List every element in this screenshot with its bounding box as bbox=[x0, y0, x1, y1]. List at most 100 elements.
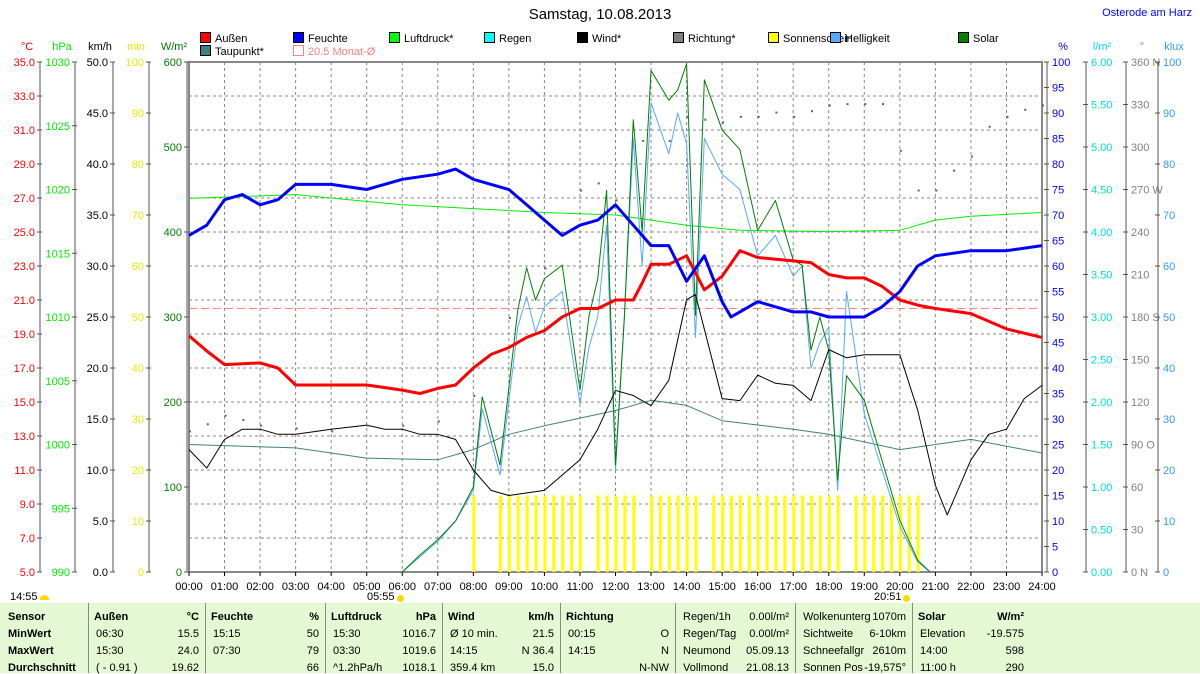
legend-item: Wind* bbox=[577, 32, 621, 45]
legend-label: Solar bbox=[973, 33, 999, 45]
axis-tick-rain: 4.00 bbox=[1091, 227, 1112, 239]
sunshine-bar bbox=[756, 495, 760, 572]
axis-unit-rain: l/m² bbox=[1093, 41, 1112, 53]
table-cell: hPa bbox=[415, 611, 436, 623]
axis-tick-min: 70 bbox=[132, 210, 144, 222]
axis-tick-dir: 120 bbox=[1131, 397, 1149, 409]
axis-tick-hum: 20 bbox=[1052, 465, 1064, 477]
axis-tick-rain: 5.00 bbox=[1091, 142, 1112, 154]
x-tick-label: 03:00 bbox=[282, 581, 310, 593]
wind-direction-point bbox=[402, 424, 405, 427]
sunshine-bar bbox=[561, 495, 565, 572]
axis-tick-temp: 27.0 bbox=[14, 193, 35, 205]
wind-direction-point bbox=[686, 115, 689, 118]
axis-tick-klux: 90 bbox=[1163, 108, 1175, 120]
axis-tick-temp: 5.0 bbox=[20, 567, 35, 579]
x-tick-label: 04:00 bbox=[317, 581, 345, 593]
x-tick-label: 24:00 bbox=[1028, 581, 1056, 593]
axis-tick-dir: 180 S bbox=[1131, 312, 1160, 324]
axis-tick-rain: 2.00 bbox=[1091, 397, 1112, 409]
table-cell: 359.4 km bbox=[450, 662, 496, 674]
axis-tick-temp: 15.0 bbox=[14, 397, 35, 409]
sunshine-bar bbox=[818, 495, 822, 572]
sunshine-bar bbox=[854, 495, 858, 572]
sunshine-bar bbox=[774, 495, 778, 572]
table-cell: N-NW bbox=[639, 662, 669, 674]
sunshine-bar bbox=[650, 495, 654, 572]
sunshine-bar bbox=[578, 495, 582, 572]
x-tick-label: 07:00 bbox=[424, 581, 452, 593]
wind-direction-point bbox=[508, 317, 511, 319]
legend-swatch bbox=[200, 45, 211, 56]
table-separator bbox=[205, 603, 206, 673]
axis-tick-wind: 45.0 bbox=[87, 108, 108, 120]
sunshine-bar bbox=[730, 495, 734, 572]
axis-tick-hum: 0 bbox=[1052, 567, 1058, 579]
table-cell: 0.00l/m² bbox=[749, 611, 789, 623]
statistics-table: Sensor MinWert MaxWert Durchschnitt Außen °C 0… bbox=[0, 603, 1200, 674]
axis-tick-klux: 80 bbox=[1163, 159, 1175, 171]
legend-swatch bbox=[830, 32, 841, 43]
wind-direction-point bbox=[331, 430, 334, 433]
axis-tick-hum: 65 bbox=[1052, 236, 1064, 248]
axis-tick-press: 1015 bbox=[46, 248, 70, 260]
legend-item: Richtung* bbox=[673, 32, 736, 45]
axis-tick-wind: 30.0 bbox=[87, 261, 108, 273]
legend-swatch bbox=[958, 32, 969, 43]
axis-unit-temp: °C bbox=[21, 41, 33, 53]
axis-tick-hum: 45 bbox=[1052, 338, 1064, 350]
x-tick-label: 09:00 bbox=[495, 581, 523, 593]
legend-label: Feuchte bbox=[308, 33, 348, 45]
axis-tick-press: 995 bbox=[52, 503, 70, 515]
table-cell: 2610m bbox=[872, 645, 906, 657]
axis-tick-wind: 25.0 bbox=[87, 312, 108, 324]
axis-tick-klux: 0 bbox=[1163, 567, 1169, 579]
axis-tick-wind: 10.0 bbox=[87, 465, 108, 477]
wind-direction-point bbox=[189, 430, 191, 433]
sunshine-bar bbox=[872, 495, 876, 572]
table-separator bbox=[675, 603, 676, 673]
legend-item: Solar bbox=[958, 32, 999, 45]
wind-direction-point bbox=[917, 189, 920, 192]
axis-tick-hum: 30 bbox=[1052, 414, 1064, 426]
x-tick-label: 18:00 bbox=[815, 581, 843, 593]
axis-tick-rain: 0.00 bbox=[1091, 567, 1112, 579]
sunshine-bar bbox=[516, 495, 520, 572]
axis-tick-rain: 4.50 bbox=[1091, 185, 1112, 197]
legend-swatch bbox=[293, 45, 304, 56]
sunshine-bar bbox=[801, 495, 805, 572]
axis-unit-min: min bbox=[127, 41, 145, 53]
axis-tick-min: 100 bbox=[126, 57, 144, 69]
axis-tick-hum: 70 bbox=[1052, 210, 1064, 222]
axis-tick-solar: 500 bbox=[164, 142, 182, 154]
x-tick-label: 15:00 bbox=[708, 581, 736, 593]
sunrise-icon bbox=[397, 595, 404, 602]
sunshine-bar bbox=[827, 495, 831, 572]
table-cell: 6-10km bbox=[869, 628, 906, 640]
x-tick-label: 05:00 bbox=[353, 581, 381, 593]
series-außen bbox=[188, 249, 1043, 395]
x-tick-label: 08:00 bbox=[460, 581, 488, 593]
table-cell: 15:15 bbox=[213, 628, 241, 640]
sunshine-bar bbox=[667, 495, 671, 572]
axis-tick-klux: 30 bbox=[1163, 414, 1175, 426]
axis-tick-klux: 60 bbox=[1163, 261, 1175, 273]
axis-tick-temp: 35.0 bbox=[14, 57, 35, 69]
axis-tick-dir: 210 bbox=[1131, 270, 1149, 282]
axis-tick-hum: 15 bbox=[1052, 491, 1064, 503]
sunshine-bar bbox=[605, 495, 609, 572]
x-tick-label: 01:00 bbox=[211, 581, 239, 593]
sunshine-bar bbox=[836, 495, 840, 572]
sunshine-bar bbox=[916, 495, 920, 572]
wind-direction-point bbox=[206, 423, 209, 426]
axis-unit-wind: km/h bbox=[88, 41, 112, 53]
axis-tick-rain: 3.00 bbox=[1091, 312, 1112, 324]
x-tick-label: 19:00 bbox=[851, 581, 879, 593]
table-cell: Sonnen Pos bbox=[803, 662, 863, 674]
wind-direction-point bbox=[739, 115, 742, 118]
legend-label: Helligkeit bbox=[845, 33, 890, 45]
sunshine-bar bbox=[552, 495, 556, 572]
axis-tick-press: 1000 bbox=[46, 440, 70, 452]
table-cell: 15:30 bbox=[96, 645, 124, 657]
table-cell: Außen bbox=[94, 611, 129, 623]
